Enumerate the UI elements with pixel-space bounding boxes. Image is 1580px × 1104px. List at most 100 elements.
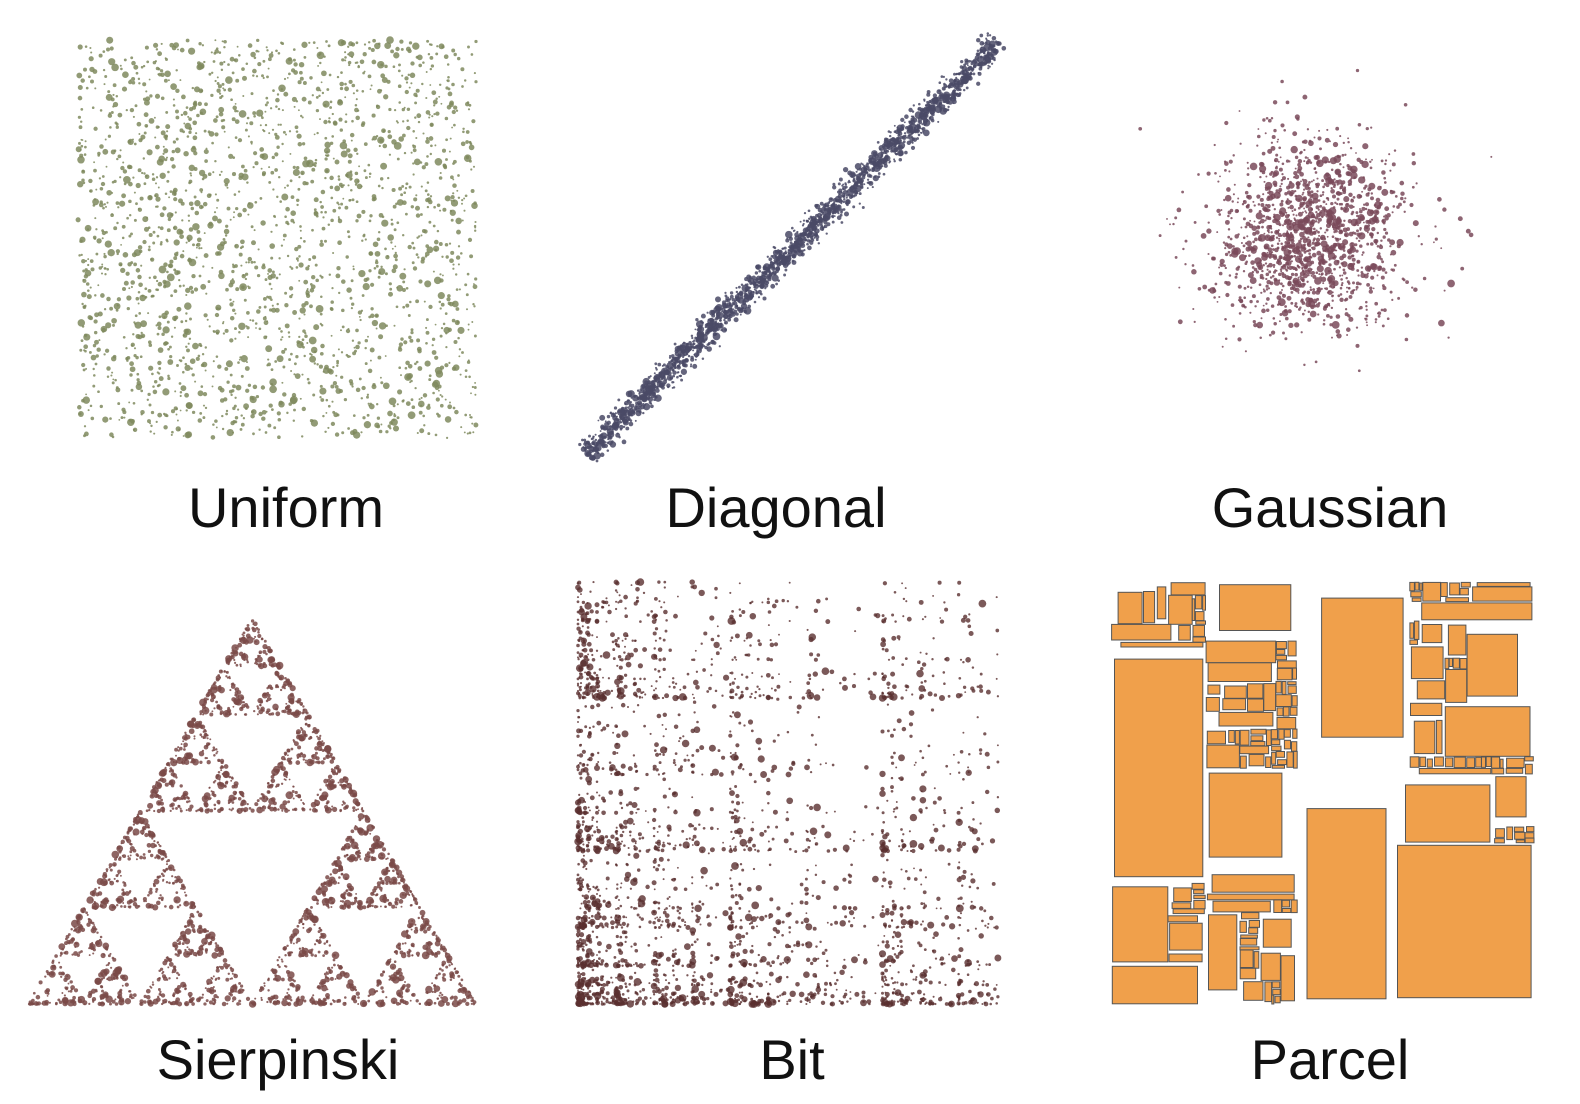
gaussian-point (1338, 229, 1344, 235)
uniform-point (382, 382, 390, 390)
uniform-point (335, 374, 338, 377)
uniform-point (325, 411, 328, 414)
gaussian-point (1376, 244, 1380, 248)
uniform-point (391, 187, 396, 193)
uniform-point (153, 42, 159, 48)
uniform-point (126, 295, 132, 301)
uniform-point (444, 243, 449, 247)
uniform-point (391, 247, 394, 250)
gaussian-point (1326, 235, 1329, 238)
gaussian-point (1342, 206, 1350, 213)
uniform-point (112, 93, 115, 96)
uniform-point (155, 176, 159, 179)
uniform-point (379, 376, 382, 379)
uniform-point (98, 53, 103, 58)
diagonal-point (932, 107, 936, 112)
uniform-point (135, 383, 143, 391)
gaussian-point (1335, 191, 1341, 196)
uniform-point (416, 54, 423, 61)
uniform-point (280, 244, 284, 247)
diagonal-point (826, 204, 830, 208)
diagonal-point (696, 332, 701, 337)
uniform-point (323, 55, 326, 58)
diagonal-point (772, 245, 776, 249)
uniform-point (229, 315, 235, 321)
uniform-point (292, 165, 296, 170)
uniform-point (387, 234, 394, 241)
diagonal-point (764, 287, 767, 290)
uniform-point (176, 228, 183, 235)
gaussian-point (1362, 143, 1369, 150)
uniform-point (175, 413, 178, 416)
uniform-point (421, 82, 424, 86)
uniform-point (242, 75, 247, 81)
gaussian-point (1220, 209, 1223, 211)
diagonal-point (946, 94, 950, 97)
uniform-point (125, 271, 130, 276)
uniform-point (324, 176, 327, 180)
uniform-point (137, 245, 143, 250)
gaussian-point (1301, 312, 1305, 316)
diagonal-point (696, 351, 699, 354)
gaussian-point (1374, 321, 1377, 324)
uniform-point (145, 96, 151, 102)
uniform-point (223, 228, 230, 235)
uniform-point (91, 106, 95, 109)
uniform-point (435, 111, 440, 116)
diagonal-point (628, 421, 634, 427)
uniform-point (229, 302, 234, 307)
uniform-point (122, 169, 128, 174)
uniform-point (202, 404, 206, 407)
uniform-point (450, 194, 455, 200)
gaussian-point (1214, 171, 1217, 175)
uniform-point (125, 357, 129, 360)
uniform-point (140, 65, 144, 69)
uniform-point (410, 379, 413, 383)
diagonal-point (938, 81, 942, 85)
uniform-point (179, 234, 184, 239)
uniform-point (415, 205, 420, 211)
uniform-point (381, 219, 389, 227)
uniform-point (443, 165, 448, 170)
uniform-point (466, 432, 469, 435)
uniform-point (461, 351, 464, 354)
uniform-point (262, 76, 265, 80)
gaussian-point (1267, 118, 1272, 123)
diagonal-point (787, 249, 790, 252)
uniform-point (185, 409, 188, 412)
uniform-point (184, 362, 188, 366)
uniform-point (148, 233, 153, 237)
diagonal-point (900, 117, 905, 123)
uniform-point (283, 238, 285, 241)
uniform-point (384, 272, 388, 276)
uniform-point (341, 58, 345, 62)
uniform-point (405, 303, 410, 308)
gaussian-point (1335, 169, 1341, 175)
uniform-point (264, 103, 268, 107)
gaussian-point (1276, 295, 1282, 300)
uniform-point (320, 343, 325, 349)
uniform-point (218, 92, 222, 95)
uniform-point (328, 369, 334, 375)
uniform-point (106, 189, 113, 196)
uniform-point (365, 277, 370, 281)
diagonal-point (673, 342, 677, 346)
uniform-point (144, 295, 148, 299)
diagonal-point (749, 290, 755, 296)
uniform-point (216, 207, 218, 209)
uniform-point (104, 240, 112, 248)
uniform-point (400, 193, 404, 197)
gaussian-point (1269, 172, 1273, 176)
diagonal-point (923, 111, 928, 116)
uniform-point (157, 73, 160, 76)
uniform-point (270, 51, 274, 54)
diagonal-point (650, 404, 654, 409)
uniform-point (428, 220, 432, 224)
gaussian-point (1365, 158, 1367, 161)
gaussian-point (1273, 183, 1278, 187)
uniform-point (392, 65, 396, 69)
uniform-point (143, 131, 147, 135)
diagonal-point (600, 427, 603, 430)
diagonal-point (886, 144, 893, 151)
uniform-point (137, 334, 143, 340)
